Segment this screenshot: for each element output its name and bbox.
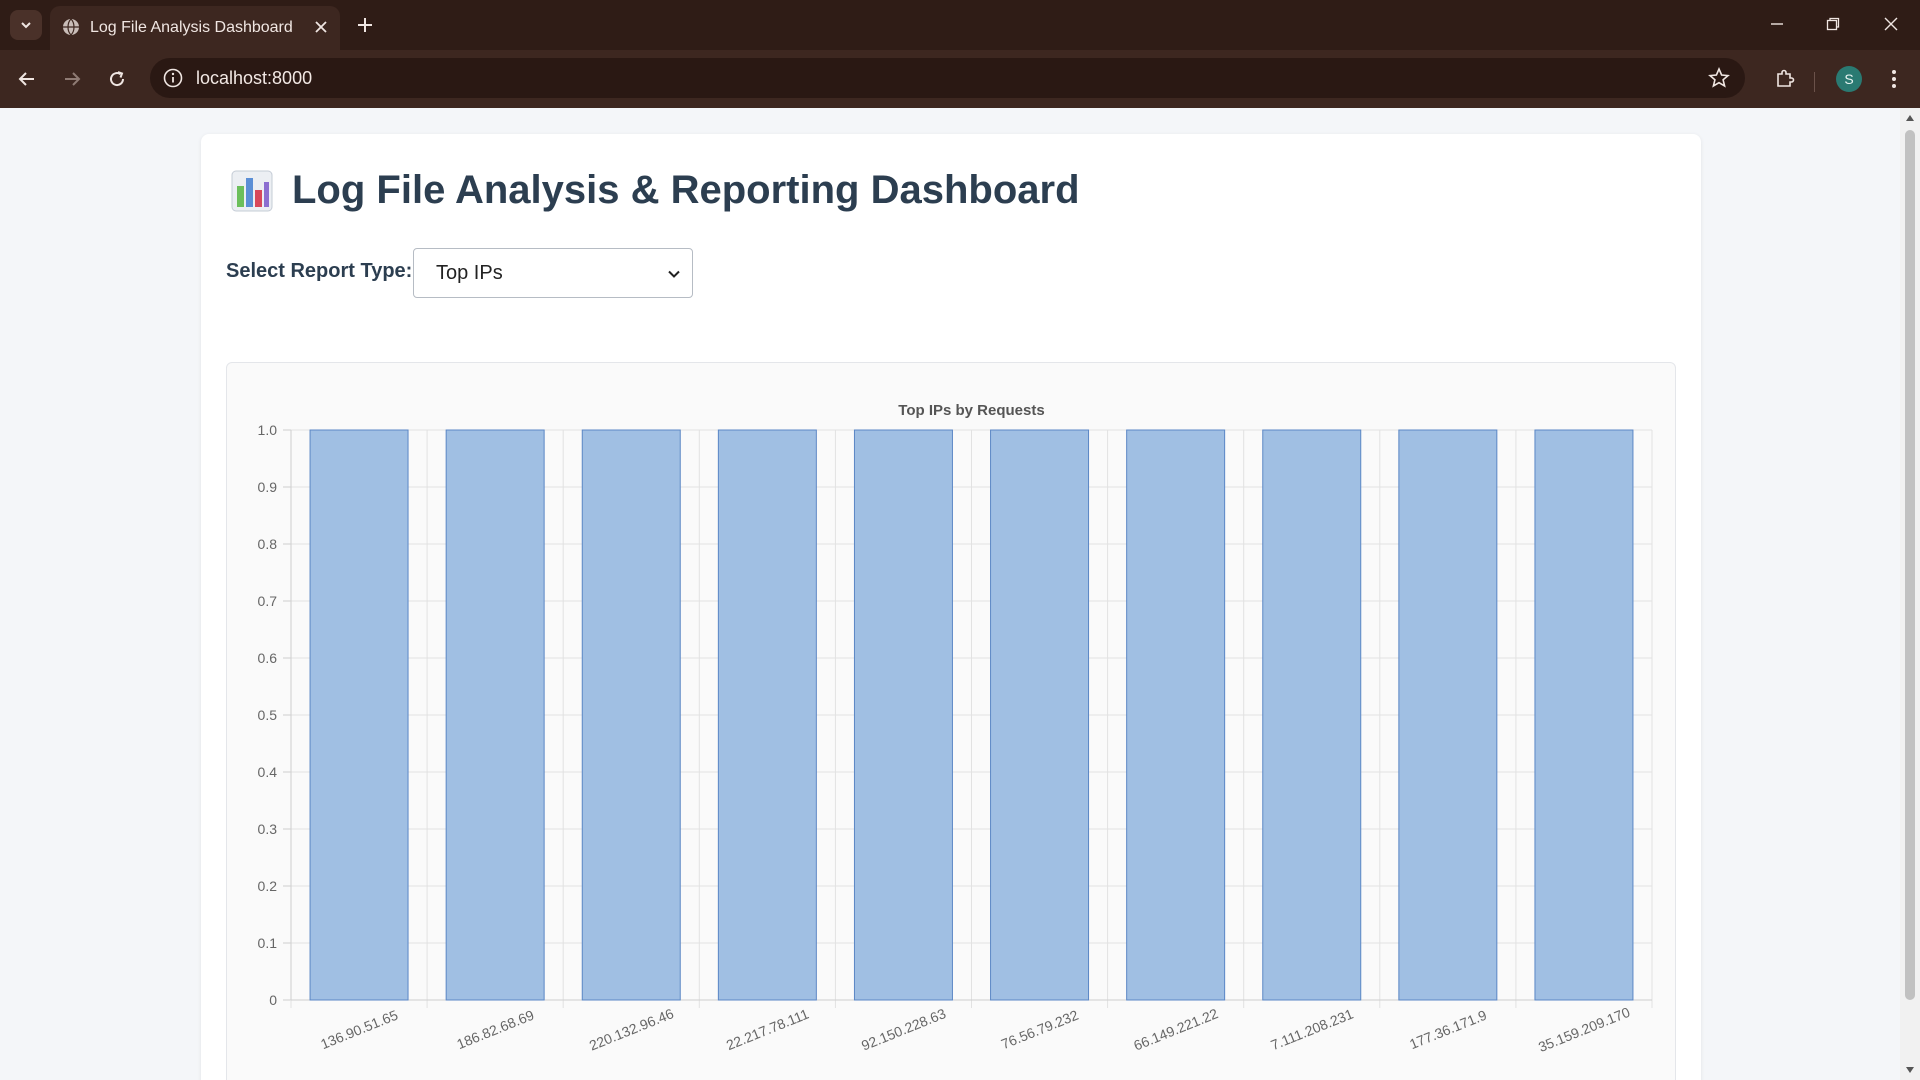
- reload-icon: [110, 71, 125, 87]
- y-tick-label: 0.8: [258, 536, 278, 552]
- reload-button[interactable]: [100, 62, 134, 96]
- restore-button[interactable]: [1816, 10, 1850, 38]
- y-tick-label: 0.4: [258, 764, 278, 780]
- scroll-down-arrow-icon[interactable]: [1904, 1064, 1916, 1076]
- browser-tab[interactable]: Log File Analysis Dashboard: [50, 6, 340, 50]
- puzzle-icon: [1777, 69, 1795, 87]
- report-type-label: Select Report Type:: [226, 260, 413, 282]
- bar: [1398, 429, 1498, 1001]
- top-ips-bar-chart: Top IPs by Requests 0 0.1 0.2 0.3 0.4 0.5 0.6 0.…: [258, 402, 1653, 1055]
- bar: [1534, 429, 1634, 1001]
- star-icon[interactable]: [1707, 66, 1731, 90]
- dashboard-card: Log File Analysis & Reporting Dashboard …: [201, 134, 1701, 1080]
- bar: [309, 429, 409, 1001]
- report-type-value: Top IPs: [436, 262, 503, 284]
- y-tick-label: 0.7: [258, 593, 278, 609]
- bar: [853, 429, 953, 1001]
- y-tick-label: 0.1: [258, 935, 278, 951]
- browser-menu-button[interactable]: [1880, 62, 1908, 96]
- tab-close-button[interactable]: [310, 16, 332, 38]
- x-tick-label: 92.150.228.63: [859, 1005, 948, 1053]
- globe-icon: [63, 18, 79, 36]
- tab-search-button[interactable]: [10, 10, 42, 40]
- info-icon: [163, 68, 183, 88]
- x-tick-label: 186.82.68.69: [454, 1007, 536, 1053]
- scroll-thumb[interactable]: [1905, 130, 1915, 1000]
- y-tick-label: 0.9: [258, 479, 278, 495]
- forward-button[interactable]: [55, 62, 89, 96]
- bar-chart-icon: [231, 170, 273, 212]
- arrow-right-icon: [65, 72, 81, 86]
- chart-title: Top IPs by Requests: [898, 402, 1044, 419]
- y-tick-label: 0: [269, 992, 277, 1008]
- chevron-down-icon: [21, 22, 31, 29]
- y-tick-label: 1.0: [258, 422, 278, 438]
- arrow-left-icon: [18, 72, 34, 86]
- x-tick-label: 22.217.78.111: [724, 1005, 811, 1053]
- chart-panel: Top IPs by Requests 0 0.1 0.2 0.3 0.4 0.5 0.6 0.…: [226, 362, 1676, 1080]
- close-window-button[interactable]: [1874, 10, 1908, 38]
- y-tick-label: 0.3: [258, 821, 278, 837]
- y-tick-label: 0.6: [258, 650, 278, 666]
- browser-toolbar: localhost:8000 S: [0, 50, 1920, 108]
- kebab-menu-icon: [1892, 70, 1896, 88]
- y-tick-label: 0.2: [258, 878, 278, 894]
- new-tab-button[interactable]: [352, 12, 378, 38]
- toolbar-separator: [1814, 72, 1815, 92]
- close-icon: [315, 21, 327, 33]
- x-tick-label: 177.36.171.9: [1407, 1007, 1489, 1053]
- bar: [1126, 429, 1226, 1001]
- bar: [445, 429, 545, 1001]
- page-title: Log File Analysis & Reporting Dashboard: [292, 168, 1080, 212]
- back-button[interactable]: [10, 62, 44, 96]
- close-icon: [1884, 17, 1898, 31]
- minimize-icon: [1771, 23, 1783, 25]
- plus-icon: [358, 18, 372, 32]
- bar: [990, 429, 1090, 1001]
- chevron-down-icon: [668, 270, 680, 278]
- restore-icon: [1826, 17, 1840, 31]
- scroll-up-arrow-icon[interactable]: [1904, 112, 1916, 124]
- address-bar[interactable]: localhost:8000: [150, 58, 1745, 98]
- bar: [581, 429, 681, 1001]
- profile-avatar[interactable]: S: [1836, 66, 1862, 92]
- x-tick-label: 66.149.221.22: [1131, 1005, 1220, 1053]
- x-tick-label: 35.159.209.170: [1536, 1004, 1632, 1055]
- y-tick-label: 0.5: [258, 707, 278, 723]
- x-tick-label: 136.90.51.65: [318, 1007, 400, 1053]
- page-viewport: Log File Analysis & Reporting Dashboard …: [0, 108, 1900, 1080]
- report-type-select[interactable]: Top IPs: [413, 248, 693, 298]
- x-tick-label: 7.111.208.231: [1268, 1005, 1355, 1053]
- x-tick-label: 220.132.96.46: [587, 1005, 676, 1053]
- bar: [717, 429, 817, 1001]
- minimize-button[interactable]: [1760, 10, 1794, 38]
- bar: [1262, 429, 1362, 1001]
- tab-title: Log File Analysis Dashboard: [90, 19, 293, 36]
- browser-titlebar: Log File Analysis Dashboard: [0, 0, 1920, 50]
- x-tick-label: 76.56.79.232: [999, 1007, 1081, 1053]
- extensions-button[interactable]: [1768, 62, 1802, 96]
- page-scrollbar[interactable]: [1900, 108, 1920, 1080]
- address-url: localhost:8000: [196, 68, 313, 88]
